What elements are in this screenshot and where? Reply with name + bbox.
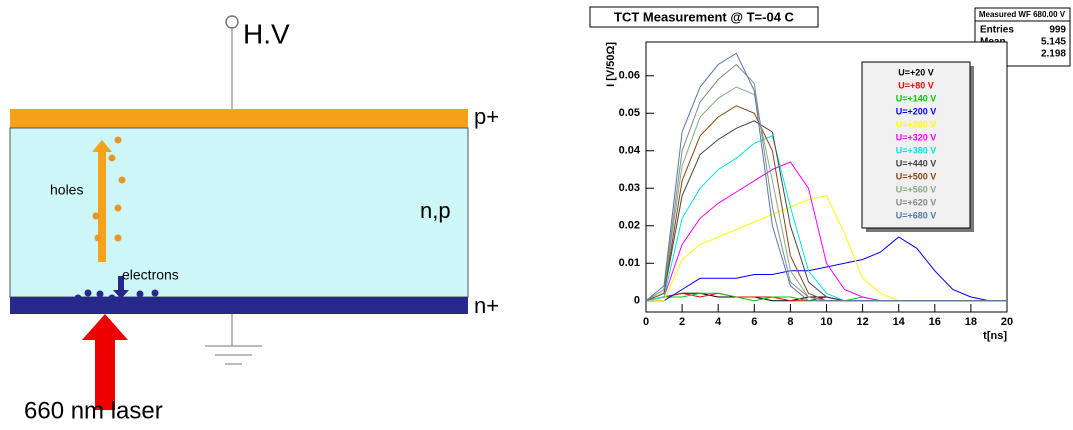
y-axis-label: I [V/50Ω]: [605, 42, 617, 87]
legend-entry: U=+680 V: [896, 210, 937, 220]
y-tick-label: 0.01: [619, 257, 640, 269]
holes-arrow: [92, 140, 112, 262]
x-tick-label: 18: [965, 316, 977, 328]
legend-entry: U=+440 V: [896, 158, 937, 168]
y-tick-label: 0.03: [619, 182, 640, 194]
p-layer: [10, 109, 468, 128]
legend-entry: U=+80 V: [898, 80, 934, 90]
y-tick-label: 0: [634, 295, 640, 307]
legend: [861, 61, 971, 229]
legend-entry: U=+320 V: [896, 132, 937, 142]
x-tick-label: 16: [929, 316, 941, 328]
bulk-label: n,p: [420, 198, 451, 223]
x-tick-label: 2: [679, 316, 685, 328]
x-tick-label: 10: [820, 316, 832, 328]
title-box: [589, 6, 819, 28]
legend-entry: U=+260 V: [896, 119, 937, 129]
electrons-label: electrons: [122, 267, 179, 283]
x-tick-label: 4: [715, 316, 722, 328]
detector-diagram: H.V p+ n,p n+ 660 nm laser holes electro…: [9, 15, 499, 424]
n-layer: [10, 297, 468, 314]
hv-label: H.V: [243, 18, 290, 49]
stats-key: Entries: [980, 25, 1014, 36]
laser-arrow: [82, 314, 128, 410]
legend-entry: U=+20 V: [898, 67, 934, 77]
electron-dots: [74, 289, 159, 302]
chart-title: TCT Measurement @ T=-04 C: [614, 9, 795, 24]
stats-value: 999: [1049, 25, 1066, 36]
x-tick-label: 12: [856, 316, 868, 328]
x-tick-label: 6: [751, 316, 757, 328]
legend-entry: U=+620 V: [896, 197, 937, 207]
stats-value: 2.198: [1041, 49, 1066, 60]
legend-entry: U=+500 V: [896, 171, 937, 181]
series-line: [645, 52, 1007, 302]
hv-terminal: [225, 15, 239, 29]
y-tick-label: 0.04: [619, 145, 641, 157]
legend-entry: U=+380 V: [896, 145, 937, 155]
x-tick-label: 14: [893, 316, 906, 328]
hole-dots: [92, 136, 126, 242]
y-tick-label: 0.06: [619, 70, 640, 82]
y-tick-label: 0.05: [619, 107, 640, 119]
stats-title: Measured WF 680.00 V: [979, 10, 1066, 19]
x-tick-label: 0: [643, 316, 649, 328]
p-label: p+: [474, 104, 499, 129]
holes-label: holes: [50, 182, 83, 198]
legend-entry: U=+200 V: [896, 106, 937, 116]
y-tick-label: 0.02: [619, 220, 640, 232]
x-axis-label: t[ns]: [983, 330, 1007, 342]
series-line: [646, 236, 1007, 302]
electrons-arrow: [113, 276, 129, 299]
stats-value: 5.145: [1041, 37, 1066, 48]
legend-entry: U=+560 V: [896, 184, 937, 194]
legend-entry: U=+140 V: [896, 93, 937, 103]
n-label: n+: [474, 293, 499, 318]
x-tick-label: 8: [787, 316, 793, 328]
bulk: [9, 127, 469, 298]
x-tick-label: 20: [1001, 316, 1013, 328]
laser-label: 660 nm laser: [24, 397, 163, 424]
